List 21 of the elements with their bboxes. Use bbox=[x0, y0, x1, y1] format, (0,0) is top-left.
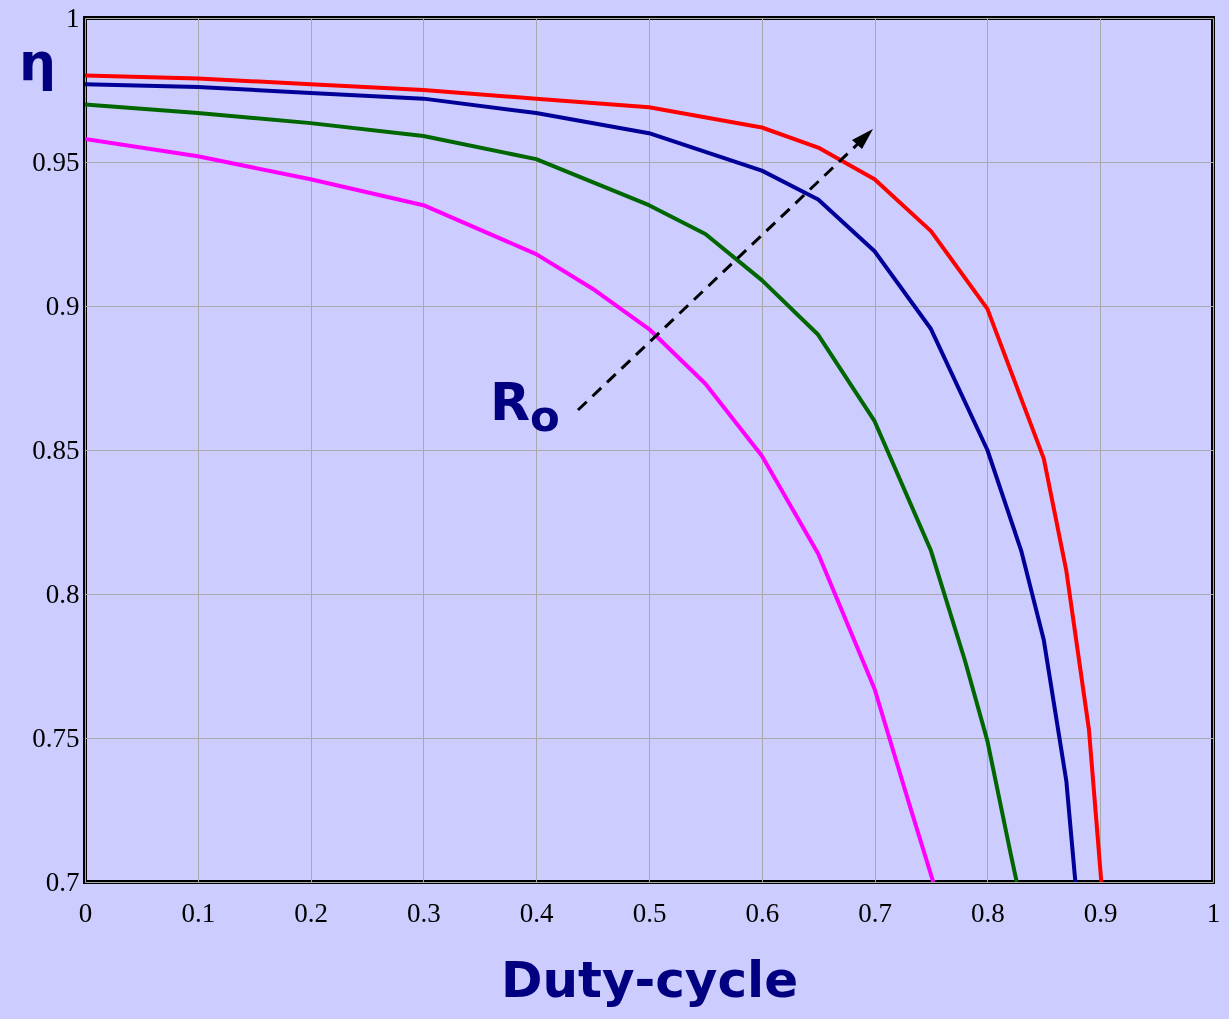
x-axis-title: Duty-cycle bbox=[500, 950, 799, 1009]
y-tick-label: 0.9 bbox=[45, 290, 80, 321]
x-tick-label: 0.1 bbox=[181, 897, 216, 928]
x-tick-label: 0.4 bbox=[519, 897, 555, 928]
y-tick-label: 0.7 bbox=[45, 866, 80, 897]
y-tick-label: 1 bbox=[66, 2, 80, 33]
x-tick-label: 0.3 bbox=[407, 897, 441, 928]
annotation: R$_{o}$ bbox=[490, 372, 560, 442]
x-tick-label: 0.5 bbox=[632, 897, 667, 928]
y-tick-label: 0.85 bbox=[32, 434, 80, 465]
y-tick-label: 0.8 bbox=[45, 578, 80, 609]
y-axis-title: η bbox=[18, 31, 57, 92]
y-tick-label: 0.95 bbox=[32, 146, 80, 177]
x-tick-label: 0.8 bbox=[971, 897, 1005, 928]
x-tick-label: 0.6 bbox=[745, 897, 780, 928]
x-tick-label: 0.7 bbox=[858, 897, 892, 928]
x-tick-label: 0.9 bbox=[1083, 897, 1118, 928]
x-tick-label: 0.2 bbox=[294, 897, 328, 928]
x-tick-label: 1 bbox=[1206, 897, 1221, 928]
x-tick-label: 0 bbox=[78, 897, 93, 928]
y-tick-label: 0.75 bbox=[32, 722, 80, 753]
